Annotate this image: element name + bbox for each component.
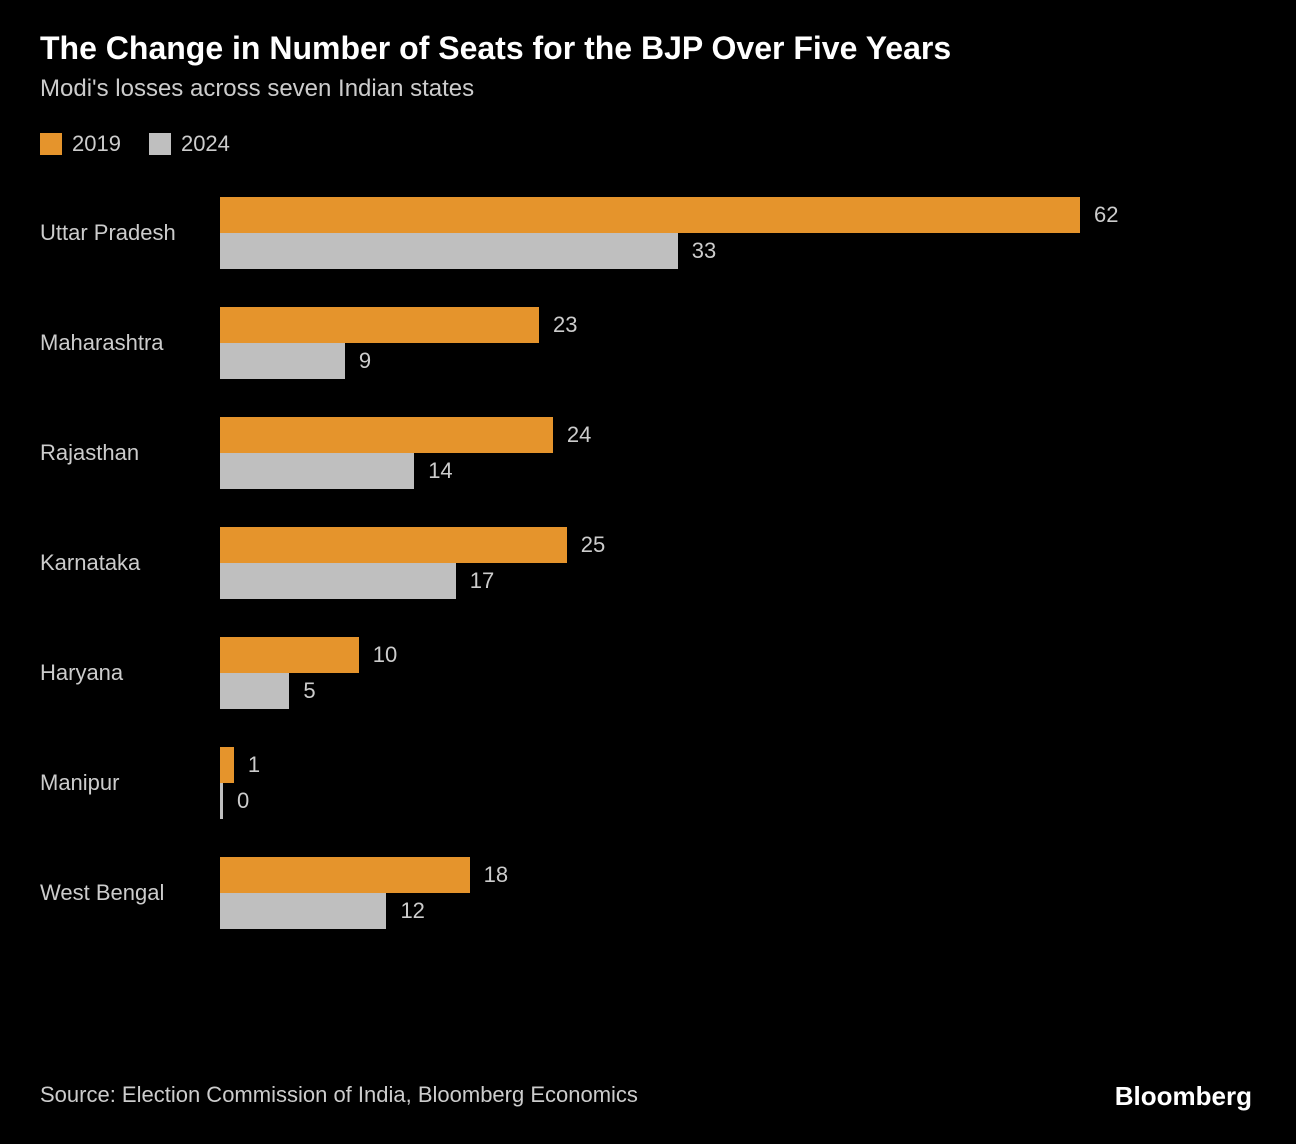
bar-line: 12 <box>220 893 1256 929</box>
bar-line: 18 <box>220 857 1256 893</box>
chart-row: Uttar Pradesh 62 33 <box>40 197 1256 269</box>
category-label: Maharashtra <box>40 330 220 356</box>
chart-subtitle: Modi's losses across seven Indian states <box>40 75 1256 103</box>
chart-title: The Change in Number of Seats for the BJ… <box>40 30 1256 67</box>
bar-line: 10 <box>220 637 1256 673</box>
bar-line: 17 <box>220 563 1256 599</box>
value-label: 24 <box>567 422 591 448</box>
bars-group: 1812 <box>220 857 1256 929</box>
bar-line: 23 <box>220 307 1256 343</box>
category-label: Uttar Pradesh <box>40 220 220 246</box>
bar-line: 33 <box>220 233 1256 269</box>
bar-line: 9 <box>220 343 1256 379</box>
chart-row: West Bengal1812 <box>40 857 1256 929</box>
bar <box>220 343 345 379</box>
bars-group: 24 14 <box>220 417 1256 489</box>
bar-line: 5 <box>220 673 1256 709</box>
bar <box>220 233 678 269</box>
value-label: 9 <box>359 348 371 374</box>
source-text: Source: Election Commission of India, Bl… <box>40 1082 638 1108</box>
category-label: Karnataka <box>40 550 220 576</box>
bars-group: 25 17 <box>220 527 1256 599</box>
legend-swatch <box>149 133 171 155</box>
category-label: Manipur <box>40 770 220 796</box>
legend-label: 2024 <box>181 131 230 157</box>
category-label: West Bengal <box>40 880 220 906</box>
value-label: 25 <box>581 532 605 558</box>
value-label: 12 <box>400 898 424 924</box>
bar-line: 25 <box>220 527 1256 563</box>
bar-line: 0 <box>220 783 1256 819</box>
bars-group: 23 9 <box>220 307 1256 379</box>
bar <box>220 527 567 563</box>
chart-row: Karnataka 25 17 <box>40 527 1256 599</box>
bar <box>220 637 359 673</box>
bars-group: 62 33 <box>220 197 1256 269</box>
bar-line: 62 <box>220 197 1256 233</box>
value-label: 0 <box>237 788 249 814</box>
value-label: 33 <box>692 238 716 264</box>
value-label: 14 <box>428 458 452 484</box>
bar <box>220 857 470 893</box>
bar <box>220 747 234 783</box>
bar-line: 24 <box>220 417 1256 453</box>
value-label: 18 <box>484 862 508 888</box>
value-label: 23 <box>553 312 577 338</box>
category-label: Haryana <box>40 660 220 686</box>
chart-row: Maharashtra 23 9 <box>40 307 1256 379</box>
value-label: 10 <box>373 642 397 668</box>
legend: 2019 2024 <box>40 131 1256 157</box>
brand-logo: Bloomberg <box>1115 1081 1252 1112</box>
chart-row: Manipur10 <box>40 747 1256 819</box>
bar <box>220 893 386 929</box>
value-label: 1 <box>248 752 260 778</box>
bar <box>220 307 539 343</box>
bar <box>220 673 289 709</box>
chart-row: Haryana 10 5 <box>40 637 1256 709</box>
legend-swatch <box>40 133 62 155</box>
bar <box>220 563 456 599</box>
value-label: 17 <box>470 568 494 594</box>
bars-group: 10 <box>220 747 1256 819</box>
bar-line: 14 <box>220 453 1256 489</box>
legend-item: 2019 <box>40 131 121 157</box>
value-label: 5 <box>303 678 315 704</box>
category-label: Rajasthan <box>40 440 220 466</box>
legend-label: 2019 <box>72 131 121 157</box>
chart-row: Rajasthan 24 14 <box>40 417 1256 489</box>
chart-area: Uttar Pradesh 62 33 Maharashtra 23 9 Rajasthan… <box>40 197 1256 929</box>
legend-item: 2024 <box>149 131 230 157</box>
bar <box>220 783 223 819</box>
bar <box>220 197 1080 233</box>
bar <box>220 453 414 489</box>
bar <box>220 417 553 453</box>
value-label: 62 <box>1094 202 1118 228</box>
bars-group: 10 5 <box>220 637 1256 709</box>
bar-line: 1 <box>220 747 1256 783</box>
